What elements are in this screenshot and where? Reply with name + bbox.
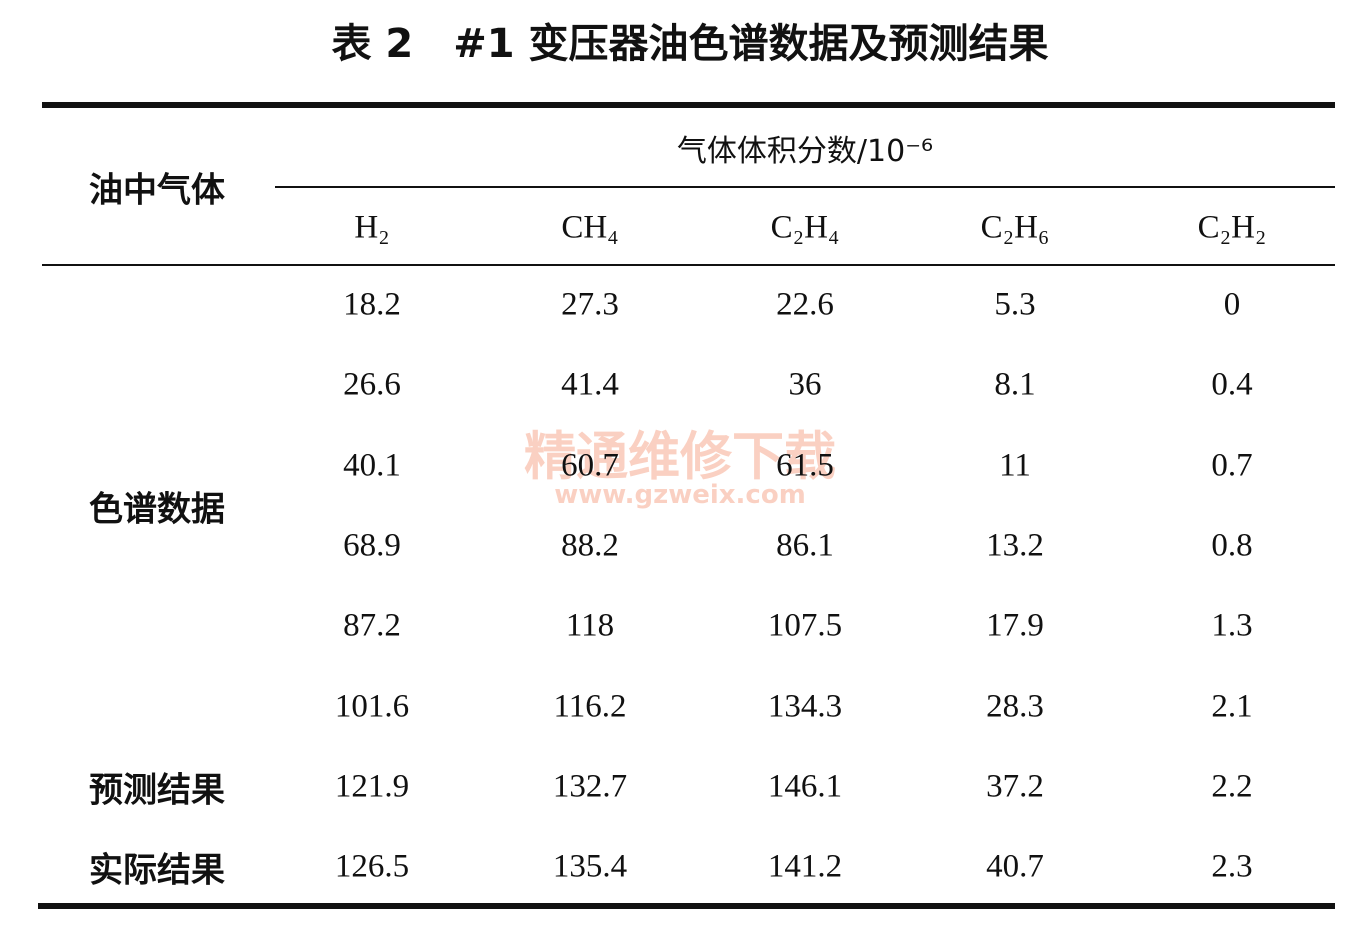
cell: 141.2	[767, 848, 843, 885]
column-header: C₂H₄	[770, 209, 840, 246]
cell: 87.2	[343, 607, 401, 644]
cell: 0.4	[1211, 366, 1253, 403]
cell: 132.7	[552, 768, 628, 805]
cell: 126.5	[334, 848, 410, 885]
cell: 68.9	[343, 527, 401, 564]
column-header: H₂	[354, 209, 390, 246]
row-label: 实际结果	[89, 850, 225, 891]
cell: 88.2	[561, 527, 619, 564]
header-rule	[42, 264, 1335, 266]
cell: 40.7	[986, 848, 1044, 885]
cell: 146.1	[767, 768, 843, 805]
cell: 2.3	[1211, 848, 1253, 885]
cell: 134.3	[767, 688, 843, 724]
column-header: CH₄	[561, 209, 619, 246]
top-rule	[42, 102, 1335, 108]
cell: 116.2	[553, 688, 627, 724]
cell: 107.5	[767, 607, 843, 644]
cell: 37.2	[986, 768, 1044, 805]
cell: 135.4	[552, 848, 628, 885]
cell: 0	[1223, 286, 1241, 323]
column-header: C₂H₆	[980, 209, 1050, 246]
cell: 18.2	[343, 286, 401, 323]
cell: 0.8	[1211, 527, 1253, 564]
watermark: 精通维修下载	[523, 427, 837, 488]
column-header: C₂H₂	[1197, 209, 1267, 246]
cell: 0.7	[1211, 447, 1253, 484]
cell: 2.2	[1211, 768, 1253, 805]
row-header: 油中气体	[89, 170, 225, 211]
cell: 121.9	[334, 768, 410, 805]
cell: 5.3	[994, 286, 1036, 323]
group-rule	[275, 186, 1335, 188]
cell: 22.6	[776, 286, 834, 323]
row-label: 色谱数据	[89, 489, 225, 530]
cell: 60.7	[561, 447, 619, 484]
cell: 40.1	[343, 447, 401, 484]
cell: 27.3	[561, 286, 619, 323]
cell: 61.5	[776, 447, 834, 484]
cell: 101.6	[334, 688, 410, 724]
row-label: 预测结果	[89, 770, 225, 811]
cell: 11	[999, 447, 1031, 484]
title: 表 2 #1 变压器油色谱数据及预测结果	[331, 21, 1049, 67]
cell: 26.6	[343, 366, 401, 403]
group-header: 气体体积分数/10⁻⁶	[676, 134, 934, 169]
cell: 36	[788, 366, 822, 403]
watermark-url: www.gzweix.com	[554, 480, 806, 510]
bottom-rule	[38, 903, 1335, 909]
cell: 118	[565, 607, 615, 644]
cell: 17.9	[986, 607, 1044, 644]
cell: 13.2	[986, 527, 1044, 564]
cell: 2.1	[1211, 688, 1253, 724]
cell: 86.1	[776, 527, 834, 564]
cell: 41.4	[561, 366, 619, 403]
cell: 8.1	[994, 366, 1036, 403]
cell: 1.3	[1211, 607, 1253, 644]
cell: 28.3	[986, 688, 1044, 724]
